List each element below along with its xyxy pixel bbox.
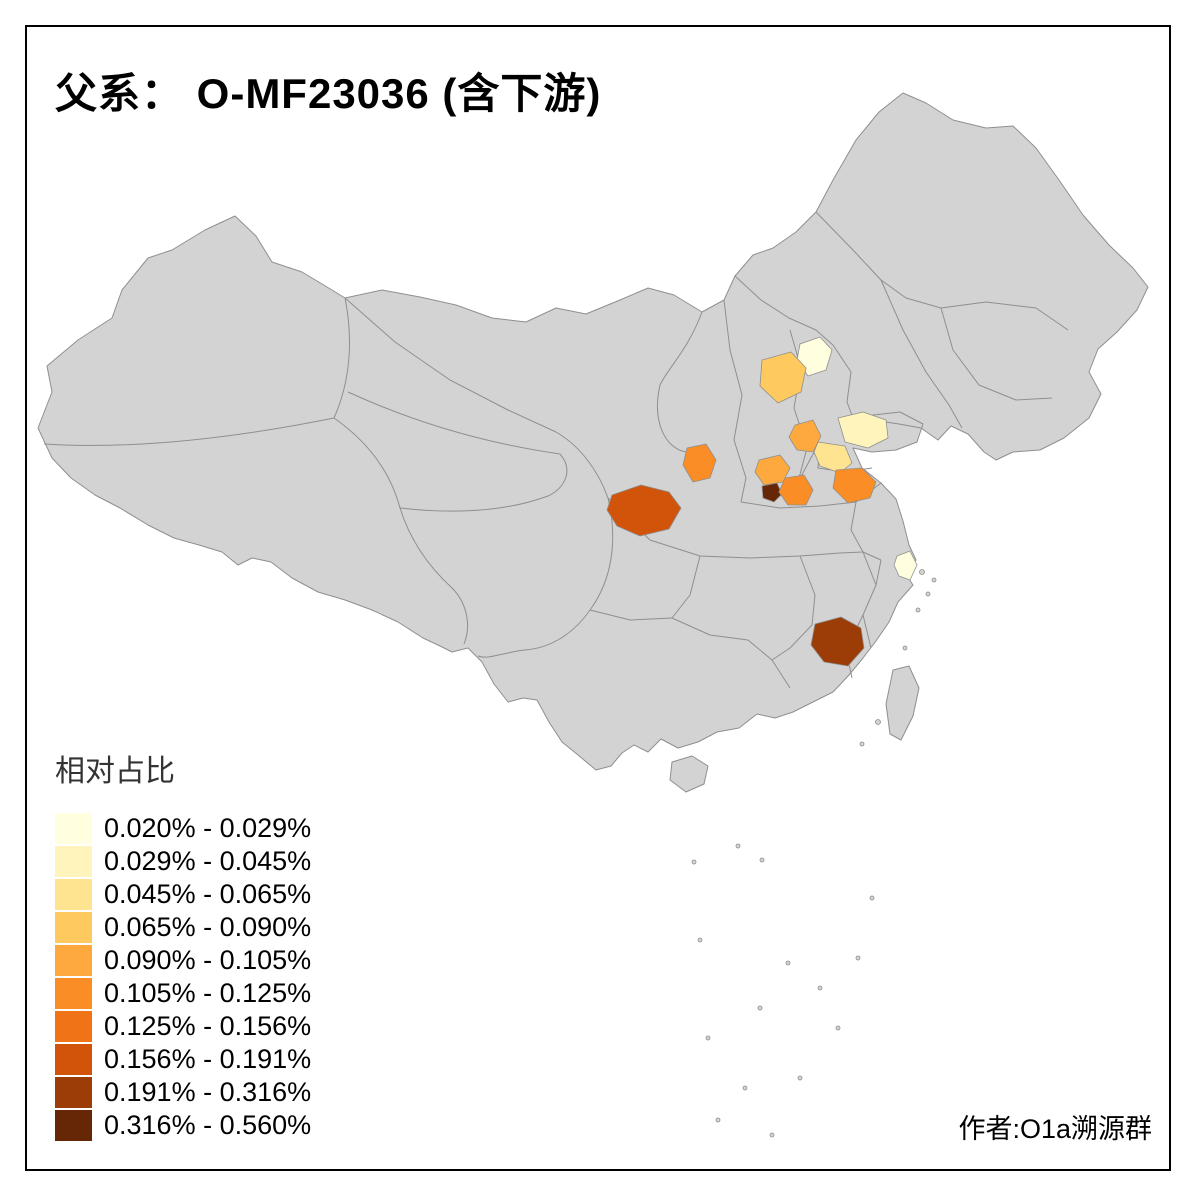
region-shandong-peninsula [837, 411, 889, 449]
legend-row: 0.125% - 0.156% [55, 1010, 311, 1043]
legend-color-swatch [55, 945, 92, 976]
legend-range-label: 0.029% - 0.045% [104, 846, 312, 876]
legend-color-swatch [55, 978, 92, 1009]
region-jiangxi [810, 616, 865, 667]
legend-color-swatch [55, 879, 92, 910]
legend-range-label: 0.125% - 0.156% [104, 1011, 312, 1041]
legend-range-label: 0.045% - 0.065% [104, 879, 312, 909]
legend-range-label: 0.020% - 0.029% [104, 813, 312, 843]
legend-color-swatch [55, 1011, 92, 1042]
legend-color-swatch [55, 813, 92, 844]
legend-range-label: 0.065% - 0.090% [104, 912, 312, 942]
legend-range-label: 0.191% - 0.316% [104, 1077, 312, 1107]
legend-row: 0.156% - 0.191% [55, 1043, 311, 1076]
map-legend: 相对占比 0.020% - 0.029% 0.029% - 0.045% 0.0… [55, 746, 311, 1142]
legend-items: 0.020% - 0.029% 0.029% - 0.045% 0.045% -… [55, 812, 311, 1142]
legend-row: 0.065% - 0.090% [55, 911, 311, 944]
region-henan-dark-spot [761, 482, 783, 503]
legend-row: 0.316% - 0.560% [55, 1109, 311, 1142]
taiwan-island [885, 665, 920, 741]
legend-color-swatch [55, 1110, 92, 1141]
legend-color-swatch [55, 1077, 92, 1108]
legend-row: 0.029% - 0.045% [55, 845, 311, 878]
author-credit: 作者:O1a溯源群 [958, 1114, 1152, 1144]
region-shanxi-central [788, 419, 822, 453]
small-islands [691, 569, 937, 1138]
legend-row: 0.191% - 0.316% [55, 1076, 311, 1109]
region-shanghai-coastal [893, 550, 918, 581]
highlighted-regions [606, 336, 918, 667]
region-jiangsu-north [832, 467, 877, 504]
region-shaanxi-south [606, 484, 682, 537]
legend-range-label: 0.090% - 0.105% [104, 945, 312, 975]
legend-color-swatch [55, 1044, 92, 1075]
region-shaanxi-central [682, 443, 717, 483]
china-mainland [37, 92, 1149, 771]
region-hebei-northwest [759, 351, 807, 404]
legend-range-label: 0.105% - 0.125% [104, 978, 312, 1008]
page-title: 父系： O-MF23036 (含下游) [55, 70, 602, 117]
region-henan-east [778, 474, 814, 506]
legend-row: 0.020% - 0.029% [55, 812, 311, 845]
legend-range-label: 0.316% - 0.560% [104, 1110, 312, 1140]
hainan-island [669, 755, 709, 793]
legend-row: 0.090% - 0.105% [55, 944, 311, 977]
legend-row: 0.105% - 0.125% [55, 977, 311, 1010]
legend-color-swatch [55, 912, 92, 943]
legend-color-swatch [55, 846, 92, 877]
legend-range-label: 0.156% - 0.191% [104, 1044, 312, 1074]
legend-title: 相对占比 [55, 755, 175, 788]
legend-row: 0.045% - 0.065% [55, 878, 311, 911]
